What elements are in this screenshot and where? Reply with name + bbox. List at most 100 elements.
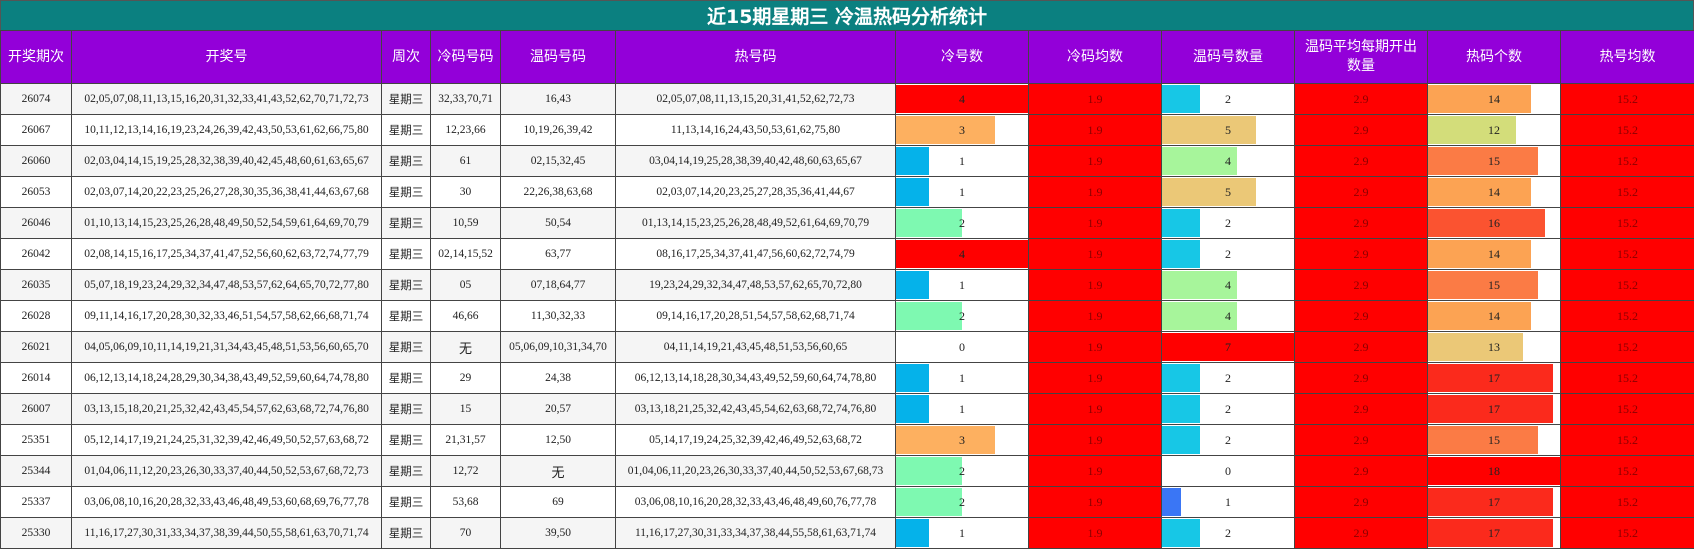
- table-row[interactable]: 26067 10,11,12,13,14,16,19,23,24,26,39,42…: [0, 114, 1694, 146]
- col-header-numbers[interactable]: 开奖号: [71, 30, 382, 84]
- cell-cold-count: 1: [895, 362, 1029, 394]
- cell-hot-avg: 15.2: [1560, 300, 1694, 332]
- cell-cold-count-bar: [896, 364, 929, 392]
- cell-hot-count-value: 12: [1488, 122, 1500, 137]
- cell-hot-count-bar: [1428, 85, 1531, 113]
- cell-hot-avg-value: 15.2: [1617, 494, 1638, 509]
- cell-warm-avg-value: 2.9: [1353, 246, 1369, 261]
- cell-hot-avg-value: 15.2: [1617, 401, 1638, 416]
- cell-hot-avg: 15.2: [1560, 393, 1694, 425]
- cell-hot-count-bar: [1428, 519, 1553, 547]
- table-row[interactable]: 26007 03,13,15,18,20,21,25,32,42,43,45,54…: [0, 393, 1694, 425]
- cell-week: 星期三: [381, 424, 431, 456]
- cell-cold-avg: 1.9: [1028, 517, 1162, 549]
- cell-hot-count-bar: [1428, 178, 1531, 206]
- cell-cold-count: 3: [895, 114, 1029, 146]
- cell-week: 星期三: [381, 269, 431, 301]
- cell-hot-avg: 15.2: [1560, 114, 1694, 146]
- cell-hot-codes: 04,11,14,19,21,43,45,48,51,53,56,60,65: [615, 331, 896, 363]
- table-row[interactable]: 26053 02,03,07,14,20,22,23,25,26,27,28,30…: [0, 176, 1694, 208]
- cell-cold-avg-value: 1.9: [1087, 91, 1103, 106]
- cell-warm-count-value: 2: [1225, 370, 1231, 385]
- cell-warm-codes: 63,77: [500, 238, 616, 270]
- table-row[interactable]: 26014 06,12,13,14,18,24,28,29,30,34,38,43…: [0, 362, 1694, 394]
- table-row[interactable]: 25351 05,12,14,17,19,21,24,25,31,32,39,42…: [0, 424, 1694, 456]
- cell-warm-count-value: 7: [1225, 339, 1231, 354]
- cell-warm-count: 4: [1161, 269, 1295, 301]
- cell-hot-count-value: 17: [1488, 494, 1500, 509]
- cell-warm-avg: 2.9: [1294, 455, 1428, 487]
- table-row[interactable]: 26060 02,03,04,14,15,19,25,28,32,38,39,40…: [0, 145, 1694, 177]
- cell-warm-avg: 2.9: [1294, 424, 1428, 456]
- cell-warm-codes: 10,19,26,39,42: [500, 114, 616, 146]
- cell-warm-codes: 22,26,38,63,68: [500, 176, 616, 208]
- cell-warm-avg-value: 2.9: [1353, 494, 1369, 509]
- cell-warm-codes: 07,18,64,77: [500, 269, 616, 301]
- cell-hot-avg: 15.2: [1560, 424, 1694, 456]
- cell-warm-count-bar: [1162, 364, 1200, 392]
- cell-cold-codes: 30: [430, 176, 501, 208]
- cell-hot-avg: 15.2: [1560, 176, 1694, 208]
- col-header-hot-avg[interactable]: 热号均数: [1560, 30, 1694, 84]
- cell-hot-count-value: 14: [1488, 91, 1500, 106]
- cell-cold-avg: 1.9: [1028, 393, 1162, 425]
- cell-numbers: 05,07,18,19,23,24,29,32,34,47,48,53,57,6…: [71, 269, 382, 301]
- cell-issue: 26074: [0, 83, 72, 115]
- cell-hot-avg-value: 15.2: [1617, 308, 1638, 323]
- cell-cold-avg: 1.9: [1028, 114, 1162, 146]
- cell-cold-codes: 无: [430, 331, 501, 363]
- cell-cold-count-bar: [896, 426, 995, 454]
- cell-cold-codes: 29: [430, 362, 501, 394]
- cell-warm-avg: 2.9: [1294, 331, 1428, 363]
- col-header-warm-avg[interactable]: 温码平均每期开出数量: [1294, 30, 1428, 84]
- table-row[interactable]: 26042 02,08,14,15,16,17,25,34,37,41,47,52…: [0, 238, 1694, 270]
- cell-hot-avg: 15.2: [1560, 207, 1694, 239]
- cell-warm-count: 5: [1161, 176, 1295, 208]
- cell-warm-count: 2: [1161, 393, 1295, 425]
- cell-warm-count-value: 1: [1225, 494, 1231, 509]
- col-header-hot-codes[interactable]: 热号码: [615, 30, 896, 84]
- cell-hot-count: 12: [1427, 114, 1561, 146]
- cell-warm-count-bar: [1162, 488, 1181, 516]
- cell-hot-codes: 06,12,13,14,18,28,30,34,43,49,52,59,60,6…: [615, 362, 896, 394]
- cell-hot-avg: 15.2: [1560, 331, 1694, 363]
- cell-cold-avg-value: 1.9: [1087, 215, 1103, 230]
- cell-hot-count: 15: [1427, 145, 1561, 177]
- col-header-cold-avg[interactable]: 冷码均数: [1028, 30, 1162, 84]
- cell-hot-count-bar: [1428, 333, 1524, 361]
- table-row[interactable]: 25330 11,16,17,27,30,31,33,34,37,38,39,44…: [0, 517, 1694, 549]
- cell-hot-count-bar: [1428, 147, 1538, 175]
- cell-cold-count: 2: [895, 207, 1029, 239]
- cell-hot-codes: 09,14,16,17,20,28,51,54,57,58,62,68,71,7…: [615, 300, 896, 332]
- table-row[interactable]: 26074 02,05,07,08,11,13,15,16,20,31,32,33…: [0, 83, 1694, 115]
- cell-cold-count: 1: [895, 176, 1029, 208]
- table-row[interactable]: 26021 04,05,06,09,10,11,14,19,21,31,34,43…: [0, 331, 1694, 363]
- cell-cold-codes: 32,33,70,71: [430, 83, 501, 115]
- cell-warm-count-bar: [1162, 209, 1200, 237]
- cell-week: 星期三: [381, 455, 431, 487]
- col-header-issue[interactable]: 开奖期次: [0, 30, 72, 84]
- col-header-cold-count[interactable]: 冷号数: [895, 30, 1029, 84]
- cell-warm-avg-value: 2.9: [1353, 463, 1369, 478]
- cell-cold-count-bar: [896, 85, 1028, 113]
- col-header-warm-codes[interactable]: 温码号码: [500, 30, 616, 84]
- cell-issue: 26053: [0, 176, 72, 208]
- cell-hot-count: 17: [1427, 362, 1561, 394]
- col-header-warm-count[interactable]: 温码号数量: [1161, 30, 1295, 84]
- cell-hot-count-value: 15: [1488, 277, 1500, 292]
- cell-cold-count: 2: [895, 486, 1029, 518]
- cell-warm-avg: 2.9: [1294, 83, 1428, 115]
- cell-issue: 26067: [0, 114, 72, 146]
- col-header-week[interactable]: 周次: [381, 30, 431, 84]
- col-header-cold-codes[interactable]: 冷码号码: [430, 30, 501, 84]
- cell-numbers: 02,03,07,14,20,22,23,25,26,27,28,30,35,3…: [71, 176, 382, 208]
- table-row[interactable]: 26028 09,11,14,16,17,20,28,30,32,33,46,51…: [0, 300, 1694, 332]
- table-row[interactable]: 25344 01,04,06,11,12,20,23,26,30,33,37,40…: [0, 455, 1694, 487]
- cell-warm-avg: 2.9: [1294, 269, 1428, 301]
- table-row[interactable]: 26035 05,07,18,19,23,24,29,32,34,47,48,53…: [0, 269, 1694, 301]
- col-header-hot-count[interactable]: 热码个数: [1427, 30, 1561, 84]
- cell-hot-avg-value: 15.2: [1617, 153, 1638, 168]
- table-row[interactable]: 26046 01,10,13,14,15,23,25,26,28,48,49,50…: [0, 207, 1694, 239]
- table-row[interactable]: 25337 03,06,08,10,16,20,28,32,33,43,46,48…: [0, 486, 1694, 518]
- cell-week: 星期三: [381, 238, 431, 270]
